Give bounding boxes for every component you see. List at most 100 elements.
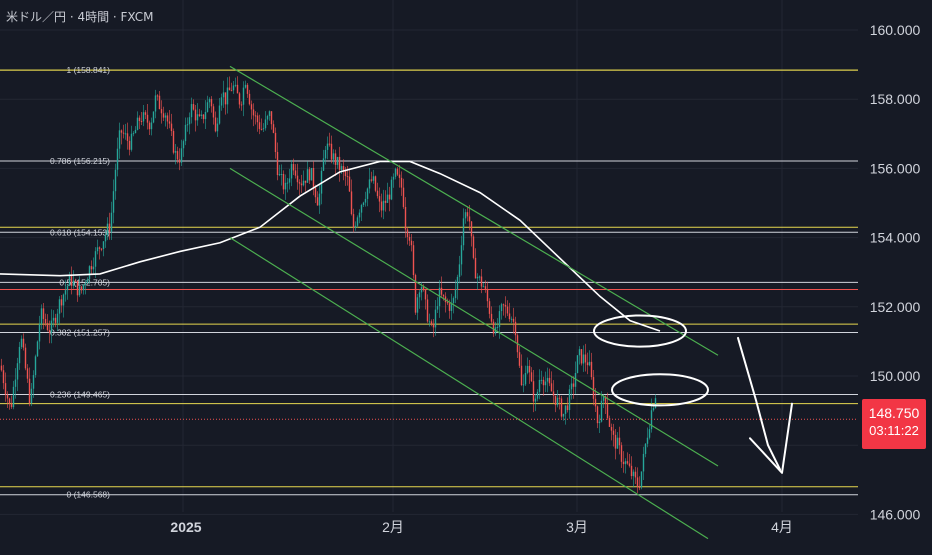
candle-body: [28, 378, 31, 404]
candle-body: [384, 200, 387, 203]
candle-body: [236, 84, 239, 94]
candle-body: [588, 361, 591, 366]
candle-body: [254, 115, 257, 117]
candle-body: [108, 223, 111, 232]
candle-body: [22, 338, 25, 348]
candle-body: [216, 123, 219, 132]
candle-body: [360, 204, 363, 213]
candle-body: [520, 365, 523, 386]
candle-body: [276, 152, 279, 176]
candle-body: [534, 398, 537, 402]
candle-body: [206, 102, 209, 112]
candle-body: [26, 368, 29, 379]
candle-body: [4, 383, 7, 395]
candle-body: [172, 131, 175, 153]
candle-body: [60, 299, 63, 306]
moving-average-line: [0, 160, 661, 332]
price-axis-label: 160.000: [870, 22, 921, 38]
candle-body: [116, 148, 119, 170]
candle-body: [196, 114, 199, 121]
candle-body: [500, 304, 503, 312]
candle-body: [536, 391, 539, 399]
candle-body: [340, 166, 343, 170]
candle-body: [642, 453, 645, 472]
candle-body: [308, 169, 311, 181]
candle-body: [80, 286, 83, 291]
candle-body: [342, 166, 345, 171]
fib-level-label: 1 (158.841): [67, 65, 111, 75]
candle-body: [18, 346, 21, 364]
candle-body: [178, 159, 181, 163]
candle-body: [376, 190, 379, 197]
candle-body: [348, 176, 351, 192]
price-axis-label: 152.000: [870, 299, 921, 315]
candle-body: [122, 132, 125, 134]
candle-body: [402, 187, 405, 207]
symbol-title[interactable]: 米ドル／円 · 4時間 · FXCM: [6, 10, 154, 24]
candle-body: [38, 324, 41, 342]
candle-body: [114, 169, 117, 192]
candle-body: [278, 174, 281, 176]
candle-body: [256, 115, 259, 123]
candle-body: [372, 176, 375, 181]
candle-body: [518, 352, 521, 366]
candle-body: [426, 299, 429, 322]
candle-body: [98, 247, 101, 249]
candle-body: [442, 294, 445, 297]
candle-body: [52, 317, 55, 321]
candle-body: [84, 283, 87, 285]
candle-body: [600, 400, 603, 422]
candle-body: [48, 329, 51, 333]
candle-body: [644, 443, 647, 454]
candle-body: [34, 356, 37, 376]
candle-body: [458, 264, 461, 277]
candle-body: [374, 176, 377, 191]
candle-body: [538, 379, 541, 392]
candle-body: [352, 214, 355, 228]
candle-body: [388, 194, 391, 200]
candle-body: [10, 403, 13, 408]
fib-level-label: 0.382 (151.257): [50, 328, 110, 338]
candle-body: [608, 418, 611, 427]
candle-body: [164, 115, 167, 118]
candle-body: [540, 379, 543, 381]
candle-body: [44, 318, 47, 324]
candle-body: [184, 124, 187, 142]
candle-body: [314, 187, 317, 198]
candle-body: [186, 124, 189, 126]
candle-body: [446, 302, 449, 304]
price-axis-label: 154.000: [870, 230, 921, 246]
candle-body: [378, 196, 381, 202]
candle-body: [96, 247, 99, 252]
candle-body: [648, 429, 651, 438]
candle-body: [580, 349, 583, 364]
candle-body: [436, 306, 439, 310]
candle-body: [198, 114, 201, 117]
candle-body: [604, 396, 607, 405]
candle-body: [356, 217, 359, 226]
candle-body: [312, 167, 315, 188]
candle-body: [424, 289, 427, 300]
candle-body: [258, 122, 261, 129]
candle-body: [522, 384, 525, 386]
trend-channel-line: [229, 237, 709, 540]
candle-body: [120, 130, 123, 133]
candle-body: [168, 121, 171, 124]
candle-body: [32, 375, 35, 389]
candle-body: [20, 338, 23, 347]
candle-body: [526, 365, 529, 373]
candle-body: [552, 391, 555, 396]
candle-body: [450, 303, 453, 311]
candle-body: [524, 372, 527, 385]
candle-body: [240, 104, 243, 106]
candle-body: [406, 229, 409, 238]
candle-body: [620, 445, 623, 462]
candle-body: [322, 158, 325, 171]
candle-body: [498, 311, 501, 327]
price-axis-label: 146.000: [870, 506, 921, 522]
candle-body: [124, 133, 127, 135]
candle-body: [362, 202, 365, 205]
candle-body: [238, 93, 241, 105]
